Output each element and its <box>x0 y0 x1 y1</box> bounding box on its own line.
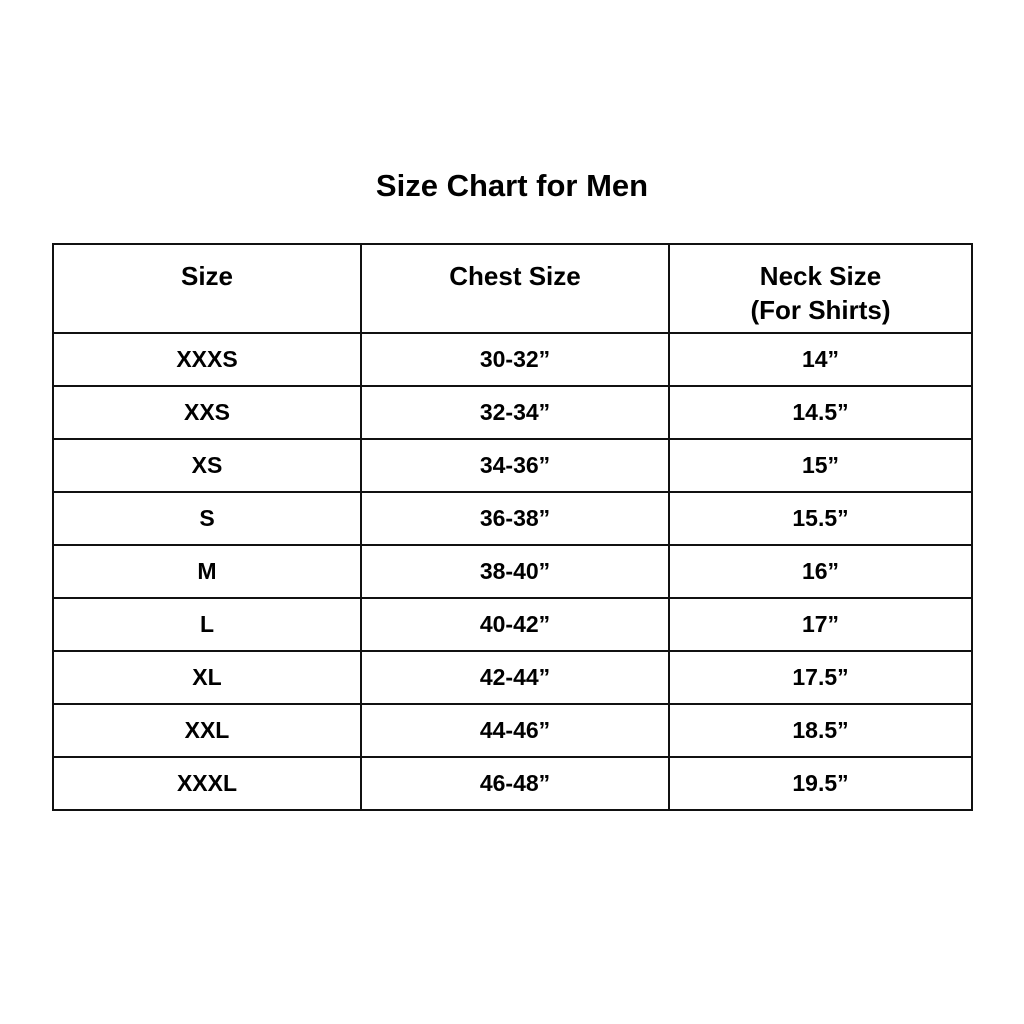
table-row: XXL 44-46” 18.5” <box>52 703 973 758</box>
size-cell: XS <box>52 438 362 493</box>
size-cell: XXXL <box>52 756 362 811</box>
table-row: XXS 32-34” 14.5” <box>52 385 973 440</box>
size-cell: XXXS <box>52 332 362 387</box>
table-row: XL 42-44” 17.5” <box>52 650 973 705</box>
table-row: S 36-38” 15.5” <box>52 491 973 546</box>
size-cell: M <box>52 544 362 599</box>
header-size: Size <box>52 243 362 334</box>
page-title: Size Chart for Men <box>375 168 649 203</box>
header-label: Chest Size <box>449 261 581 291</box>
size-chart-table: Size Chest Size Neck Size (For Shirts) XX… <box>52 243 973 811</box>
chest-size-cell: 40-42” <box>360 597 670 652</box>
neck-size-cell: 17” <box>668 597 973 652</box>
table-row: XS 34-36” 15” <box>52 438 973 493</box>
size-cell: XXL <box>52 703 362 758</box>
size-cell: XL <box>52 650 362 705</box>
size-cell: L <box>52 597 362 652</box>
header-row: Size Chest Size Neck Size (For Shirts) <box>52 243 973 334</box>
size-cell: XXS <box>52 385 362 440</box>
header-label: Neck Size <box>759 261 882 291</box>
neck-size-cell: 17.5” <box>668 650 973 705</box>
neck-size-cell: 16” <box>668 544 973 599</box>
neck-size-cell: 14” <box>668 332 973 387</box>
neck-size-cell: 15.5” <box>668 491 973 546</box>
header-neck-size: Neck Size (For Shirts) <box>668 243 973 334</box>
chest-size-cell: 36-38” <box>360 491 670 546</box>
chest-size-cell: 30-32” <box>360 332 670 387</box>
neck-size-cell: 18.5” <box>668 703 973 758</box>
table-row: M 38-40” 16” <box>52 544 973 599</box>
chest-size-cell: 44-46” <box>360 703 670 758</box>
chest-size-cell: 32-34” <box>360 385 670 440</box>
chest-size-cell: 42-44” <box>360 650 670 705</box>
header-chest-size: Chest Size <box>360 243 670 334</box>
neck-size-cell: 19.5” <box>668 756 973 811</box>
table-row: XXXL 46-48” 19.5” <box>52 756 973 811</box>
chest-size-cell: 46-48” <box>360 756 670 811</box>
chest-size-cell: 34-36” <box>360 438 670 493</box>
neck-size-cell: 15” <box>668 438 973 493</box>
table-row: XXXS 30-32” 14” <box>52 332 973 387</box>
chest-size-cell: 38-40” <box>360 544 670 599</box>
neck-size-cell: 14.5” <box>668 385 973 440</box>
header-sublabel: (For Shirts) <box>750 295 891 325</box>
header-label: Size <box>180 261 234 291</box>
size-cell: S <box>52 491 362 546</box>
table-row: L 40-42” 17” <box>52 597 973 652</box>
